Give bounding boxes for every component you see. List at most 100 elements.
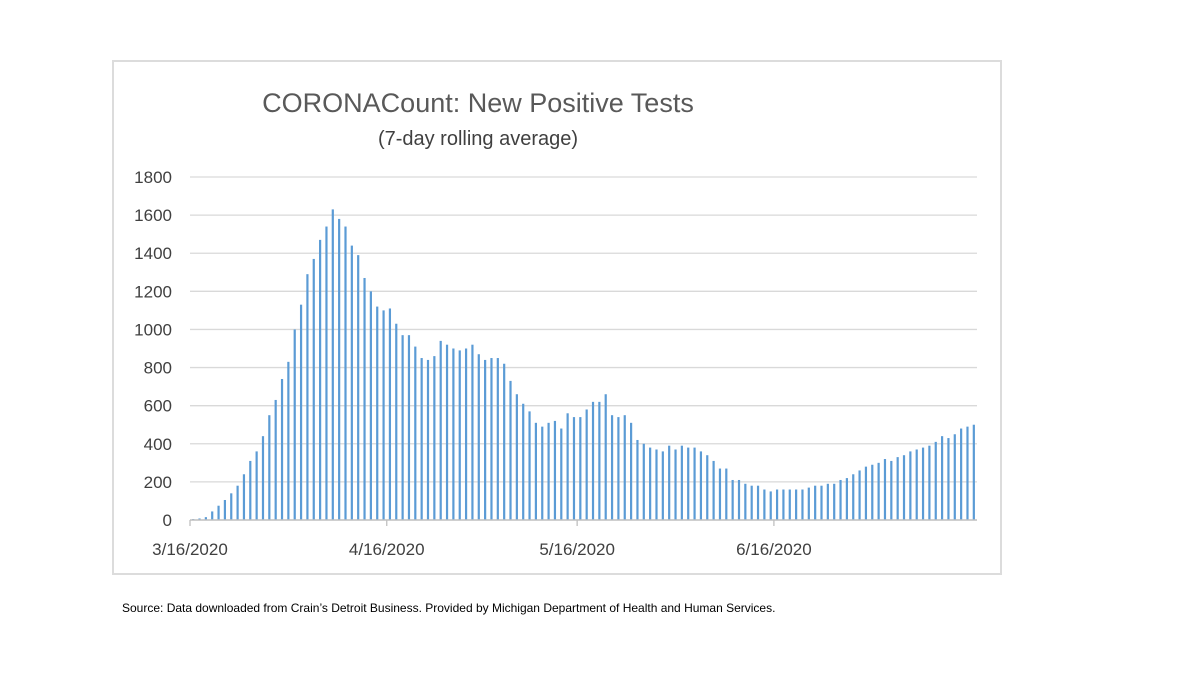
bar bbox=[217, 505, 220, 520]
bar bbox=[623, 415, 626, 520]
y-tick-label: 800 bbox=[144, 359, 172, 378]
y-tick-label: 0 bbox=[163, 511, 172, 530]
bar bbox=[744, 483, 747, 520]
bar bbox=[572, 417, 576, 520]
bar bbox=[915, 449, 918, 520]
bar bbox=[420, 358, 423, 520]
bar bbox=[845, 478, 848, 520]
bar bbox=[211, 511, 214, 520]
bar bbox=[553, 420, 557, 520]
bar bbox=[833, 483, 836, 520]
bar bbox=[769, 491, 772, 520]
bar bbox=[376, 306, 379, 520]
bar bbox=[388, 308, 392, 520]
bar bbox=[261, 436, 265, 520]
x-tick-label: 5/16/2020 bbox=[539, 540, 615, 559]
bar bbox=[852, 474, 855, 520]
bar bbox=[966, 426, 969, 520]
bar bbox=[280, 378, 284, 520]
bar bbox=[928, 445, 931, 520]
bar bbox=[642, 443, 645, 520]
bar bbox=[547, 422, 550, 520]
bar bbox=[680, 445, 683, 520]
bar bbox=[947, 438, 950, 520]
bar bbox=[268, 415, 271, 520]
bar bbox=[807, 487, 810, 520]
bar bbox=[909, 451, 912, 520]
bar bbox=[312, 258, 315, 520]
bar bbox=[338, 218, 341, 521]
bar bbox=[528, 411, 531, 520]
bar bbox=[636, 439, 639, 520]
bar bbox=[477, 354, 480, 520]
bar bbox=[896, 457, 899, 520]
bar bbox=[890, 460, 893, 520]
bar bbox=[699, 451, 703, 520]
bar bbox=[788, 489, 791, 520]
bar bbox=[515, 394, 518, 520]
chart-subtitle: (7-day rolling average) bbox=[378, 128, 578, 150]
bar bbox=[610, 415, 614, 520]
x-tick-label: 4/16/2020 bbox=[349, 540, 425, 559]
bar bbox=[496, 358, 499, 520]
bar bbox=[934, 441, 937, 520]
bar bbox=[940, 436, 944, 520]
bar bbox=[236, 485, 239, 520]
bar bbox=[858, 470, 861, 520]
bar bbox=[674, 449, 677, 520]
y-tick-label: 1400 bbox=[134, 244, 172, 263]
bar bbox=[598, 401, 601, 520]
x-tick-label: 3/16/2020 bbox=[152, 540, 228, 559]
bar bbox=[877, 462, 880, 520]
bar bbox=[617, 417, 620, 520]
bar bbox=[407, 335, 411, 520]
bar bbox=[299, 304, 303, 520]
bar bbox=[737, 479, 741, 520]
bar bbox=[445, 344, 449, 520]
bar bbox=[560, 428, 563, 520]
bar bbox=[382, 310, 385, 520]
bar bbox=[287, 361, 290, 520]
chart-title: CORONACount: New Positive Tests bbox=[262, 88, 694, 118]
bar bbox=[325, 226, 328, 521]
bar bbox=[687, 447, 690, 520]
bar bbox=[541, 426, 544, 520]
bar bbox=[712, 460, 715, 520]
bar bbox=[795, 489, 798, 520]
bar bbox=[826, 483, 829, 520]
bar bbox=[604, 394, 607, 520]
bar bbox=[274, 399, 277, 520]
bar bbox=[223, 499, 227, 520]
bar bbox=[503, 363, 506, 520]
y-tick-label: 1200 bbox=[134, 282, 172, 301]
bar bbox=[350, 245, 353, 520]
bar bbox=[668, 445, 671, 520]
bar bbox=[921, 447, 925, 520]
bar bbox=[731, 479, 734, 520]
bar bbox=[293, 329, 296, 520]
bar bbox=[960, 428, 963, 520]
y-tick-label: 1600 bbox=[134, 206, 172, 225]
bar bbox=[484, 359, 487, 520]
bar bbox=[439, 340, 442, 520]
bar bbox=[458, 350, 461, 520]
bar bbox=[820, 485, 823, 520]
bar bbox=[591, 401, 595, 520]
bar bbox=[230, 493, 233, 520]
bar bbox=[801, 489, 804, 520]
bar bbox=[902, 455, 906, 520]
bar bbox=[509, 380, 512, 520]
bar bbox=[706, 455, 709, 520]
bar bbox=[255, 451, 258, 520]
bar bbox=[871, 464, 874, 520]
bar bbox=[814, 485, 817, 520]
bar bbox=[198, 518, 201, 520]
bar bbox=[649, 447, 652, 520]
bar bbox=[344, 226, 347, 521]
bar bbox=[426, 359, 430, 520]
bar bbox=[414, 346, 417, 520]
y-tick-label: 200 bbox=[144, 473, 172, 492]
bar bbox=[782, 489, 785, 520]
bar bbox=[883, 459, 887, 520]
